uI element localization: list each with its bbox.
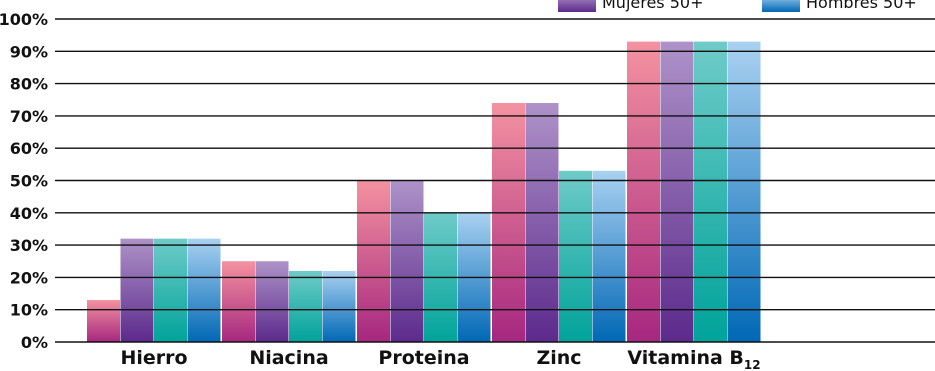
legend-swatch — [762, 0, 800, 12]
bar-hierro-series-4 — [187, 238, 221, 342]
bar-zinc-series-3 — [559, 170, 592, 342]
y-tick-label: 20% — [10, 268, 48, 287]
bars-layer — [87, 41, 761, 343]
x-tick-label: Zinc — [536, 347, 581, 369]
bar-vitamina-b12-series-4 — [727, 41, 761, 343]
legend-label: Hombres 50+ — [806, 0, 917, 12]
y-tick-label: 0% — [21, 333, 48, 352]
bar-niacina-series-3 — [289, 270, 322, 342]
bar-hierro-series-2 — [120, 238, 154, 342]
bar-vitamina-b12-series-1 — [627, 41, 660, 343]
bar-hierro-series-1 — [87, 300, 120, 342]
x-tick-label: Hierro — [120, 347, 187, 369]
bar-zinc-series-2 — [525, 102, 559, 342]
bar-vitamina-b12-series-3 — [694, 41, 727, 343]
bar-proteina-series-2 — [390, 180, 424, 342]
y-tick-label: 60% — [10, 139, 48, 158]
y-axis: 0% 10% 20% 30% 40% 50% 60% 70% 80% 90% 100% — [0, 10, 48, 352]
bar-niacina-series-1 — [222, 261, 255, 342]
y-tick-label: 70% — [10, 107, 48, 126]
y-tick-label: 100% — [0, 10, 48, 29]
gridlines — [55, 18, 935, 343]
legend-swatch — [558, 0, 596, 12]
y-tick-label: 10% — [10, 301, 48, 320]
y-tick-label: 30% — [10, 236, 48, 255]
y-tick-label: 80% — [10, 75, 48, 94]
y-tick-label: 40% — [10, 204, 48, 223]
bar-zinc-series-1 — [492, 102, 525, 342]
x-tick-label: Vitamina B12 — [627, 347, 760, 371]
y-tick-label: 90% — [10, 42, 48, 61]
x-tick-label: Niacina — [249, 347, 328, 369]
legend-label: Mujeres 50+ — [602, 0, 704, 12]
x-axis: Hierro Niacina Proteina Zinc Vitamina B12 — [120, 347, 760, 371]
bar-vitamina-b12-series-2 — [660, 41, 694, 343]
bar-hierro-series-3 — [154, 238, 187, 342]
legend: Mujeres 50+ Hombres 50+ — [558, 0, 917, 12]
bar-proteina-series-1 — [357, 180, 390, 342]
x-tick-label: Proteina — [378, 347, 469, 369]
bar-niacina-series-2 — [255, 261, 289, 342]
bar-zinc-series-4 — [592, 170, 626, 342]
y-tick-label: 50% — [10, 172, 48, 191]
bar-niacina-series-4 — [322, 270, 356, 342]
